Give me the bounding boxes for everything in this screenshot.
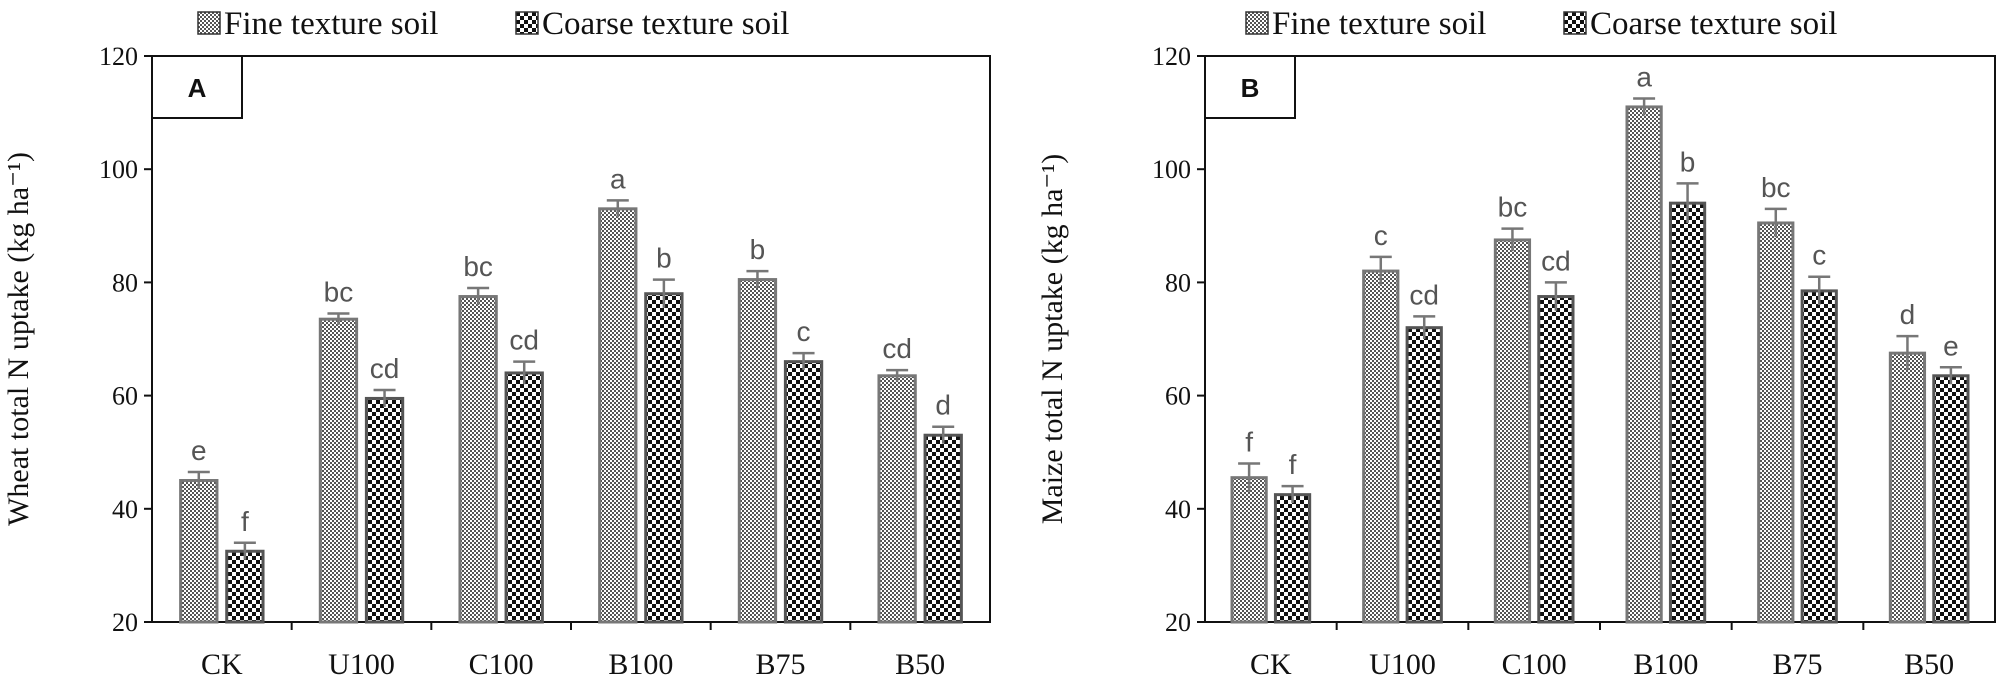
significance-letter: e [1943, 330, 1959, 361]
y-tick-label: 80 [1165, 268, 1191, 297]
panel-label-box [151, 55, 243, 119]
bar-coarse-b100 [644, 292, 684, 624]
plot-frame [1204, 55, 1996, 623]
y-axis-label: Maize total N uptake (kg ha⁻¹) [1036, 154, 1069, 525]
legend-label-coarse: Coarse texture soil [1590, 6, 1837, 42]
significance-letter: c [1374, 220, 1388, 251]
bar-coarse-b75 [1800, 289, 1838, 624]
bar-coarse-b50 [1932, 374, 1970, 624]
legend-label-fine: Fine texture soil [1272, 6, 1486, 42]
category-label-b100: B100 [608, 648, 673, 681]
significance-letter: bc [1761, 172, 1791, 203]
significance-letter: c [1812, 240, 1826, 271]
y-tick-label: 100 [1152, 155, 1191, 184]
panel-label: A [188, 73, 207, 103]
panel-label: B [1241, 73, 1260, 103]
legend-swatch-fine [1245, 11, 1269, 35]
significance-letter: cd [509, 325, 539, 356]
legend-label-fine: Fine texture soil [224, 6, 438, 42]
significance-letter: c [797, 316, 811, 347]
significance-letter: e [191, 435, 207, 466]
bar-fine-b75 [737, 278, 778, 624]
bar-fine-u100 [318, 317, 359, 624]
category-label-b50: B50 [1904, 648, 1954, 681]
category-label-b75: B75 [755, 648, 805, 681]
bar-coarse-u100 [1405, 326, 1443, 624]
category-label-ck: CK [1250, 648, 1292, 681]
legend-swatch-coarse [1563, 11, 1587, 35]
bar-coarse-b100 [1668, 201, 1707, 624]
significance-letter: b [750, 234, 766, 265]
category-label-b100: B100 [1633, 648, 1698, 681]
y-tick-label: 60 [112, 382, 138, 411]
bar-fine-b75 [1757, 221, 1795, 624]
significance-letter: b [1680, 146, 1696, 177]
bar-fine-ck [179, 479, 219, 624]
category-label-c100: C100 [1502, 648, 1567, 681]
y-tick-label: 120 [99, 42, 138, 71]
significance-letter: cd [1541, 245, 1571, 276]
bar-fine-ck [1230, 476, 1268, 624]
y-tick-label: 80 [112, 268, 138, 297]
significance-letter: bc [463, 251, 493, 282]
bar-fine-b50 [1888, 351, 1927, 624]
y-tick-label: 40 [1165, 495, 1191, 524]
significance-letter: bc [324, 277, 354, 308]
bar-coarse-c100 [504, 371, 544, 624]
significance-letter: d [935, 390, 951, 421]
y-tick-label: 20 [1165, 608, 1191, 637]
category-label-c100: C100 [469, 648, 534, 681]
bar-fine-c100 [458, 295, 498, 624]
chart-panel-b: 20 40 60 80 100 120 Maize total N uptake (kg h… [1036, 6, 1996, 681]
bar-fine-b50 [877, 374, 917, 624]
legend-label-coarse: Coarse texture soil [542, 6, 789, 42]
significance-letter: a [610, 163, 626, 194]
significance-letter: f [1289, 449, 1297, 480]
significance-letter: d [1900, 299, 1916, 330]
significance-letter: a [1636, 61, 1652, 92]
y-tick-label: 100 [99, 155, 138, 184]
y-tick-label: 120 [1152, 42, 1191, 71]
bar-coarse-ck [225, 549, 265, 624]
chart-panel-a: 20 40 60 80 100 120 Wheat total N uptake (kg h… [2, 6, 991, 681]
legend-swatch-coarse [515, 11, 539, 35]
bar-coarse-c100 [1537, 295, 1575, 624]
significance-letter: f [1245, 427, 1253, 458]
legend-swatch-fine [197, 11, 221, 35]
category-label-ck: CK [201, 648, 243, 681]
y-tick-label: 20 [112, 608, 138, 637]
significance-letter: f [241, 506, 249, 537]
significance-letter: cd [1409, 279, 1439, 310]
significance-letter: bc [1498, 192, 1528, 223]
bar-coarse-ck [1273, 493, 1312, 624]
y-tick-label: 40 [112, 495, 138, 524]
significance-letter: cd [882, 333, 912, 364]
plot-frame [151, 55, 991, 623]
category-label-b75: B75 [1772, 648, 1822, 681]
bar-coarse-u100 [364, 396, 405, 624]
category-label-u100: U100 [1369, 648, 1436, 681]
bar-fine-c100 [1493, 238, 1532, 624]
significance-letter: b [656, 243, 672, 274]
category-label-u100: U100 [328, 648, 395, 681]
bar-fine-b100 [1625, 105, 1663, 624]
y-axis-label: Wheat total N uptake (kg ha⁻¹) [2, 152, 35, 526]
bar-fine-u100 [1362, 269, 1400, 624]
bar-coarse-b75 [783, 360, 824, 624]
category-label-b50: B50 [895, 648, 945, 681]
bar-fine-b100 [598, 207, 638, 624]
significance-letter: cd [370, 353, 400, 384]
y-tick-label: 60 [1165, 382, 1191, 411]
panel-label-box [1204, 55, 1296, 119]
bar-coarse-b50 [923, 433, 963, 624]
